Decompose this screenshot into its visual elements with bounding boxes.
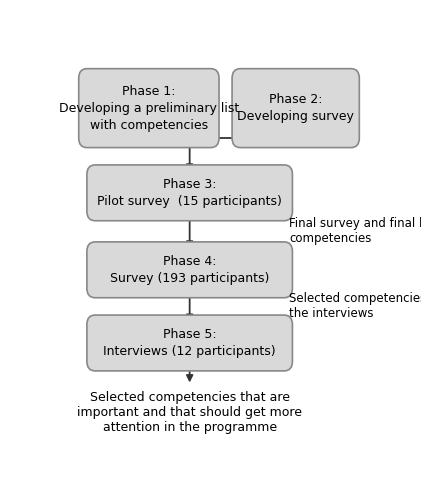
Text: Final survey and final list with
competencies: Final survey and final list with compete…: [289, 218, 421, 246]
FancyBboxPatch shape: [87, 315, 293, 371]
Text: Phase 5:
Interviews (12 participants): Phase 5: Interviews (12 participants): [103, 328, 276, 358]
FancyBboxPatch shape: [79, 68, 219, 148]
Text: Selected competencies that are
important and that should get more
attention in t: Selected competencies that are important…: [77, 391, 302, 434]
Text: Phase 4:
Survey (193 participants): Phase 4: Survey (193 participants): [110, 255, 269, 285]
Text: Selected competencies to discuss in
the interviews: Selected competencies to discuss in the …: [289, 292, 421, 320]
FancyBboxPatch shape: [87, 165, 293, 220]
Text: Phase 1:
Developing a preliminary list
with competencies: Phase 1: Developing a preliminary list w…: [59, 84, 239, 132]
FancyBboxPatch shape: [87, 242, 293, 298]
FancyBboxPatch shape: [232, 68, 360, 148]
Text: Phase 3:
Pilot survey  (15 participants): Phase 3: Pilot survey (15 participants): [97, 178, 282, 208]
Text: Phase 2:
Developing survey: Phase 2: Developing survey: [237, 93, 354, 123]
